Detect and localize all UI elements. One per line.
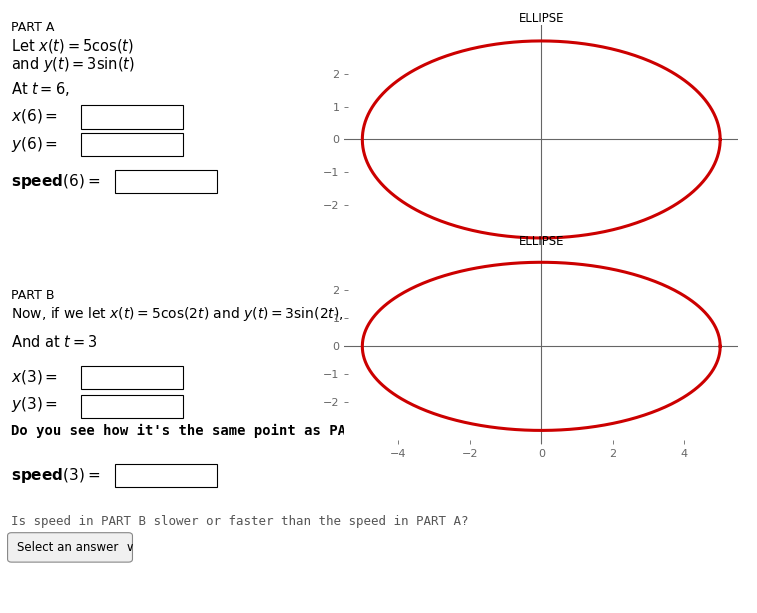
Text: Now, if we let $x(t) = 5\cos(2t)$ and $y(t) = 3\sin(2t)$, we have the same path:: Now, if we let $x(t) = 5\cos(2t)$ and $y… xyxy=(11,305,516,322)
FancyBboxPatch shape xyxy=(81,105,183,129)
Text: $\mathbf{speed}(6) =$: $\mathbf{speed}(6) =$ xyxy=(11,172,101,191)
Text: $y(3) =$: $y(3) =$ xyxy=(11,395,58,414)
Text: Do you see how it's the same point as PART A?: Do you see how it's the same point as PA… xyxy=(11,424,388,438)
FancyBboxPatch shape xyxy=(81,133,183,156)
Title: ELLIPSE: ELLIPSE xyxy=(519,235,564,248)
Text: Select an answer  ∨: Select an answer ∨ xyxy=(17,541,135,554)
Text: PART B: PART B xyxy=(11,289,55,302)
Text: and $y(t) = 3\sin(t)$: and $y(t) = 3\sin(t)$ xyxy=(11,55,136,74)
Text: PART A: PART A xyxy=(11,21,55,34)
Text: $x(6) =$: $x(6) =$ xyxy=(11,107,58,125)
FancyBboxPatch shape xyxy=(115,170,217,193)
Text: $\mathbf{speed}(3) =$: $\mathbf{speed}(3) =$ xyxy=(11,466,101,485)
Text: Let $x(t) = 5\cos(t)$: Let $x(t) = 5\cos(t)$ xyxy=(11,37,135,55)
Text: $y(6) =$: $y(6) =$ xyxy=(11,135,58,154)
Title: ELLIPSE: ELLIPSE xyxy=(519,12,564,25)
Text: At $t = 6,$: At $t = 6,$ xyxy=(11,80,70,97)
Text: And at $t = 3$: And at $t = 3$ xyxy=(11,334,98,350)
Text: Is speed in PART B slower or faster than the speed in PART A?: Is speed in PART B slower or faster than… xyxy=(11,515,469,528)
FancyBboxPatch shape xyxy=(81,395,183,418)
FancyBboxPatch shape xyxy=(81,366,183,389)
Text: $x(3) =$: $x(3) =$ xyxy=(11,368,58,386)
FancyBboxPatch shape xyxy=(115,464,217,487)
FancyBboxPatch shape xyxy=(8,533,132,562)
